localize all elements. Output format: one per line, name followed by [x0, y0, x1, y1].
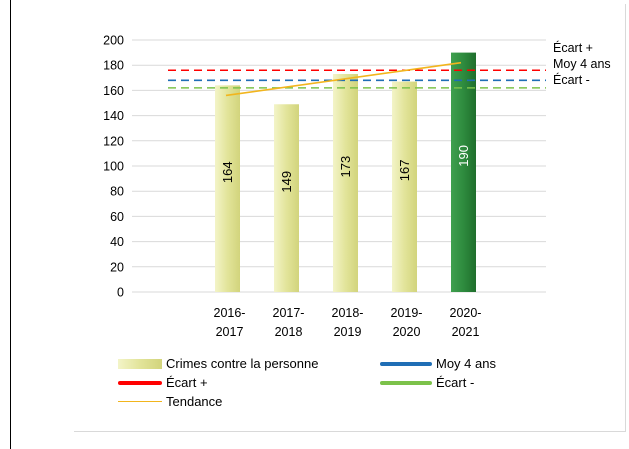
y-tick-label: 120 [103, 134, 124, 148]
y-tick-label: 180 [103, 59, 124, 73]
legend-label: Écart + [166, 375, 208, 390]
legend-swatch-line [380, 361, 432, 366]
x-tick-label: 2019 [334, 325, 362, 339]
legend-swatch-thin-line [118, 401, 162, 402]
x-tick-label: 2016- [214, 306, 246, 320]
y-tick-label: 60 [110, 210, 124, 224]
legend-swatch-bar [118, 358, 162, 369]
x-tick-label: 2020 [393, 325, 421, 339]
bar [274, 104, 299, 292]
legend-item-ecart-plus: Écart + [118, 375, 208, 390]
legend: Crimes contre la personne Moy 4 ans Écar… [118, 356, 558, 416]
bar-value-label: 190 [456, 145, 471, 167]
x-tick-label: 2019- [391, 306, 423, 320]
y-tick-label: 0 [117, 286, 124, 300]
legend-swatch-line [118, 380, 162, 385]
x-tick-label: 2017 [216, 325, 244, 339]
x-tick-label: 2018 [275, 325, 303, 339]
bar [392, 81, 417, 292]
legend-item-crimes: Crimes contre la personne [118, 356, 318, 371]
y-tick-label: 100 [103, 160, 124, 174]
legend-label: Moy 4 ans [436, 356, 496, 371]
y-tick-label: 40 [110, 235, 124, 249]
bar [451, 52, 476, 292]
x-tick-label: 2018- [332, 306, 364, 320]
bar-value-label: 164 [220, 161, 235, 183]
y-tick-label: 80 [110, 185, 124, 199]
legend-label: Écart - [436, 375, 475, 390]
trend-line [225, 61, 462, 97]
right-label: Moy 4 ans [553, 57, 611, 71]
bar-value-label: 173 [338, 156, 353, 178]
right-label: Écart + [553, 40, 593, 55]
legend-label: Tendance [166, 394, 223, 409]
y-tick-label: 200 [103, 34, 124, 48]
x-tick-label: 2017- [273, 306, 305, 320]
legend-item-tendance: Tendance [118, 394, 222, 409]
frame-border [10, 0, 11, 449]
bar-value-label: 167 [397, 160, 412, 182]
y-tick-label: 20 [110, 260, 124, 274]
right-label: Écart - [553, 72, 590, 87]
y-tick-label: 140 [103, 109, 124, 123]
legend-item-ecart-minus: Écart - [380, 375, 474, 390]
x-tick-label: 2021 [452, 325, 480, 339]
legend-swatch-line [380, 380, 432, 385]
legend-label: Crimes contre la personne [166, 356, 319, 371]
y-tick-label: 160 [103, 84, 124, 98]
bar-value-label: 149 [279, 171, 294, 193]
legend-item-moy: Moy 4 ans [380, 356, 496, 371]
bar [215, 85, 240, 292]
x-tick-label: 2020- [450, 306, 482, 320]
bar [333, 74, 358, 293]
